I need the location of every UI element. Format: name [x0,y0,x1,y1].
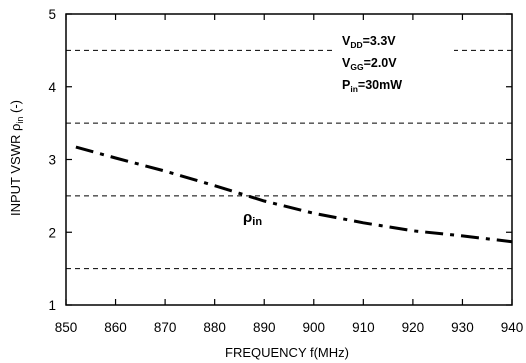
series-line [75,145,513,244]
y-axis-label-main: INPUT VSWR ρ [8,124,23,216]
x-tick-label: 900 [303,320,326,335]
y-tick-label: 1 [48,298,56,313]
annotation-sub: GG [350,62,364,72]
annotation-sub: in [350,84,358,94]
x-tick-label: 850 [55,320,78,335]
y-axis-label: INPUT VSWR ρin (-) [8,100,25,216]
x-tick-label: 940 [501,320,524,335]
annotation-sub: DD [350,40,362,50]
annotation-value: =2.0V [364,56,398,70]
tick-labels: 850 860 870 880 890 900 910 920 930 940 1 2 3 4 5 [48,7,523,335]
annotation-main: V [342,34,351,48]
annotation-main: P [342,78,350,92]
annotation-value: =30mW [358,78,402,92]
plot-frame [65,13,513,306]
curve-label-sub: in [252,216,262,228]
series-layer [75,145,513,244]
x-tick-label: 870 [154,320,177,335]
y-tick-label: 3 [48,153,56,168]
x-tick-label: 920 [402,320,425,335]
x-axis-label: FREQUENCY f(MHz) [225,345,349,360]
annotation-line: VGG=2.0V [342,56,397,72]
annotation-main: V [342,56,351,70]
x-tick-label: 880 [203,320,226,335]
x-tick-label: 860 [104,320,127,335]
annotation-value: =3.3V [363,34,397,48]
y-tick-label: 4 [48,80,56,95]
curve-label: ρin [243,209,262,228]
data-point [313,213,314,214]
annotation-line: Pin=30mW [342,78,402,94]
annotation-line: VDD=3.3V [342,34,396,50]
curve-label-main: ρ [243,209,252,226]
data-point [165,171,166,172]
y-axis-label-suffix: (-) [8,100,23,117]
x-tick-label: 910 [352,320,375,335]
annotation-background [334,26,454,100]
x-tick-label: 890 [253,320,276,335]
x-tick-label: 930 [451,320,474,335]
y-axis-label-sub: in [15,117,25,124]
y-tick-label: 5 [48,7,56,22]
y-tick-label: 2 [48,225,56,240]
data-point [412,230,413,231]
